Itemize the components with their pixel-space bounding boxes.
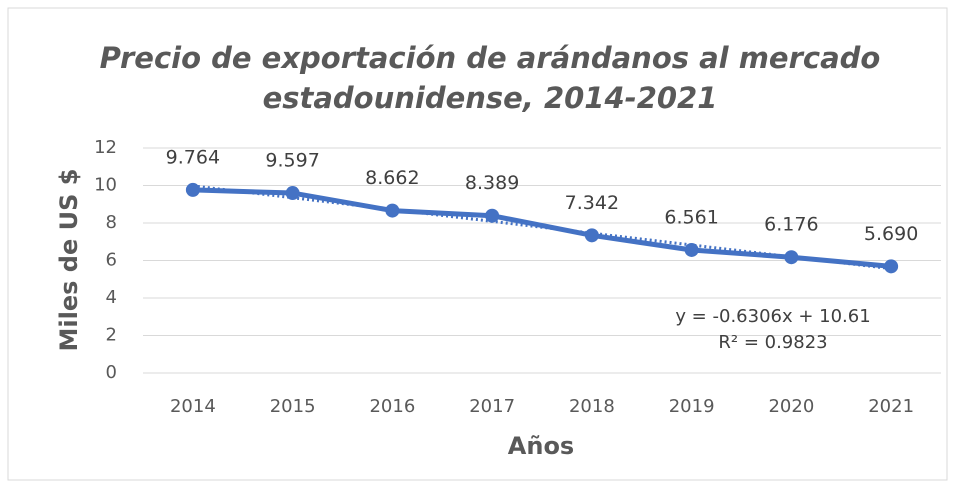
y-tick-label: 4 bbox=[106, 287, 117, 308]
data-label: 7.342 bbox=[565, 192, 619, 214]
chart-title: estadounidense, 2014-2021 bbox=[263, 81, 718, 115]
x-tick-label: 2019 bbox=[669, 396, 715, 417]
data-label: 9.597 bbox=[265, 150, 319, 172]
data-point bbox=[884, 259, 899, 274]
data-point bbox=[584, 228, 599, 243]
data-point bbox=[684, 242, 699, 257]
data-label: 6.176 bbox=[764, 214, 818, 236]
data-label: 5.690 bbox=[864, 223, 918, 245]
y-tick-label: 10 bbox=[94, 175, 117, 196]
x-tick-label: 2016 bbox=[369, 396, 415, 417]
data-point bbox=[285, 186, 300, 201]
x-tick-label: 2015 bbox=[270, 396, 316, 417]
y-tick-label: 2 bbox=[106, 325, 117, 346]
chart-title: Precio de exportación de arándanos al me… bbox=[100, 41, 881, 75]
y-tick-label: 6 bbox=[106, 250, 117, 271]
data-label: 6.561 bbox=[664, 206, 718, 228]
y-tick-label: 8 bbox=[106, 212, 117, 233]
chart-border bbox=[7, 7, 948, 481]
x-tick-label: 2017 bbox=[469, 396, 515, 417]
y-axis-title: Miles de US $ bbox=[55, 169, 83, 352]
data-point bbox=[784, 250, 799, 265]
data-label: 8.662 bbox=[365, 167, 419, 189]
trendline bbox=[192, 184, 892, 271]
x-tick-label: 2018 bbox=[569, 396, 615, 417]
y-tick-label: 0 bbox=[106, 362, 117, 383]
data-point bbox=[485, 208, 500, 223]
x-axis-title: Años bbox=[508, 432, 574, 460]
x-tick-label: 2020 bbox=[768, 396, 814, 417]
data-label: 8.389 bbox=[465, 172, 519, 194]
trendline-r2: R² = 0.9823 bbox=[718, 332, 827, 353]
x-tick-label: 2021 bbox=[868, 396, 914, 417]
data-point bbox=[185, 182, 200, 197]
x-tick-label: 2014 bbox=[170, 396, 216, 417]
data-point bbox=[385, 203, 400, 218]
data-label: 9.764 bbox=[166, 146, 220, 168]
y-tick-label: 12 bbox=[94, 137, 117, 158]
trendline-equation: y = -0.6306x + 10.61 bbox=[675, 306, 870, 327]
